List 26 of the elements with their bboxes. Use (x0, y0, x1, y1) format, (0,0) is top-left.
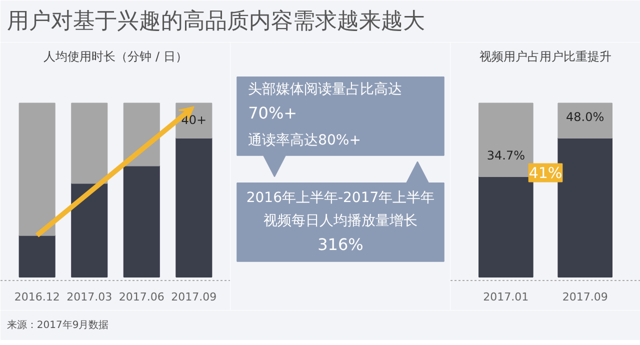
annotation: 41% (528, 164, 562, 182)
chart-title: 视频用户占用户比重提升 (480, 50, 612, 64)
text: 70%+ (248, 104, 298, 123)
bar (71, 102, 108, 184)
bar (71, 182, 108, 278)
text: 通读率高达80%+ (248, 132, 361, 149)
data-label: 40+ (181, 113, 207, 128)
chart-subtitle: 人均使用时长（分钟 / 日） (44, 50, 188, 64)
text: 视频每日人均播放量增长 (264, 213, 418, 230)
x-tick-label: 2017.09 (171, 290, 217, 304)
bar (18, 234, 56, 278)
source-note: 来源：2017年9月数据 (6, 319, 109, 331)
x-tick-label: 2016.12 (14, 290, 60, 304)
x-tick-label: 2017.06 (118, 290, 164, 304)
text: 2016年上半年-2017年上半年 (246, 190, 435, 206)
text: 316% (318, 234, 364, 254)
chart-title: 用户对基于兴趣的高品质内容需求越来越大 (6, 9, 425, 34)
text: 头部媒体阅读量占比高达 (248, 82, 402, 98)
data-label: 48.0% (566, 110, 604, 124)
bar (18, 102, 56, 236)
data-label: 34.7% (486, 148, 525, 163)
x-tick-label: 2017.03 (66, 290, 112, 304)
x-tick-label: 2017.01 (483, 290, 529, 304)
bar (123, 165, 160, 278)
bar (176, 138, 212, 278)
x-tick-label: 2017.09 (562, 290, 608, 304)
